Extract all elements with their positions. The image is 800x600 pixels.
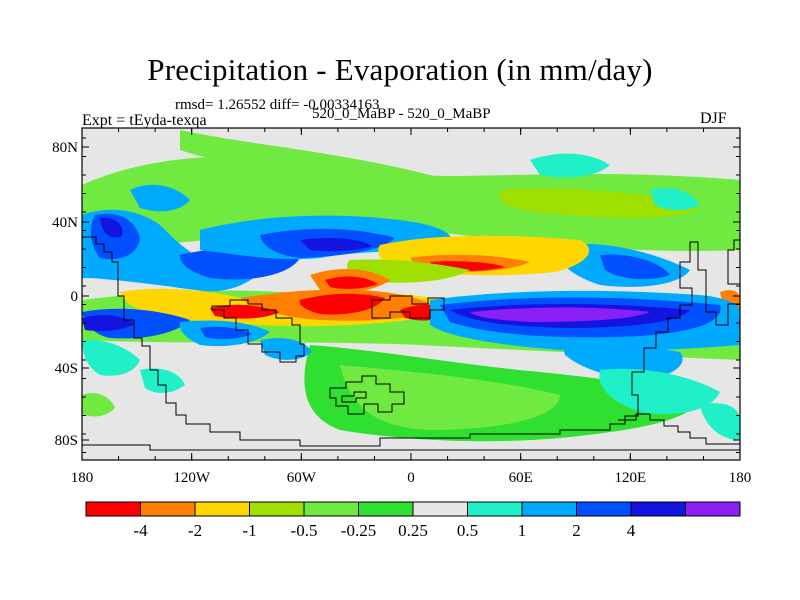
lat-tick-label: 0 <box>71 289 79 305</box>
lon-tick-label: 120E <box>614 470 646 486</box>
colorbar-label: -1 <box>242 521 256 540</box>
lat-tick-label: 40S <box>55 361 78 377</box>
lon-tick-label: 120W <box>173 470 211 486</box>
lon-tick-label: 0 <box>407 470 415 486</box>
lon-tick-label: 180 <box>729 470 752 486</box>
colorbar-swatch <box>194 501 250 517</box>
colorbar-label: 1 <box>518 521 527 540</box>
lat-tick-label: 40N <box>52 215 78 231</box>
colorbar-swatch <box>576 501 632 517</box>
colorbar-swatch <box>685 501 741 517</box>
colorbar-label: -4 <box>133 521 148 540</box>
colorbar-label: 2 <box>572 521 581 540</box>
lon-tick-label: 60E <box>509 470 533 486</box>
colorbar-swatch <box>140 501 196 517</box>
colorbar-label: -0.5 <box>291 521 318 540</box>
colorbar-swatch <box>630 501 686 517</box>
colorbar <box>85 501 741 517</box>
lat-tick-label: 80S <box>55 433 78 449</box>
colorbar-swatch <box>467 501 523 517</box>
lon-tick-label: 180 <box>71 470 94 486</box>
contour-field <box>82 130 740 442</box>
colorbar-label: 0.25 <box>398 521 428 540</box>
colorbar-swatch <box>412 501 468 517</box>
colorbar-swatch <box>358 501 414 517</box>
colorbar-swatch <box>521 501 577 517</box>
lat-tick-label: 80N <box>52 140 78 156</box>
runs-label: 520_0_MaBP - 520_0_MaBP <box>312 106 491 122</box>
colorbar-swatch <box>85 501 141 517</box>
colorbar-label: 0.5 <box>457 521 478 540</box>
lon-tick-label: 60W <box>287 470 317 486</box>
stats-line: rmsd= 1.26552 diff= -0.00334163 <box>175 97 380 113</box>
colorbar-swatch <box>303 501 359 517</box>
coastlines <box>82 236 740 451</box>
colorbar-label: -2 <box>188 521 202 540</box>
colorbar-swatch <box>249 501 305 517</box>
experiment-label: Expt = tEyda-texqa <box>82 112 207 129</box>
colorbar-label: 4 <box>627 521 636 540</box>
colorbar-label: -0.25 <box>341 521 376 540</box>
season-label: DJF <box>700 110 727 127</box>
map-title: Precipitation - Evaporation (in mm/day) <box>147 52 653 87</box>
